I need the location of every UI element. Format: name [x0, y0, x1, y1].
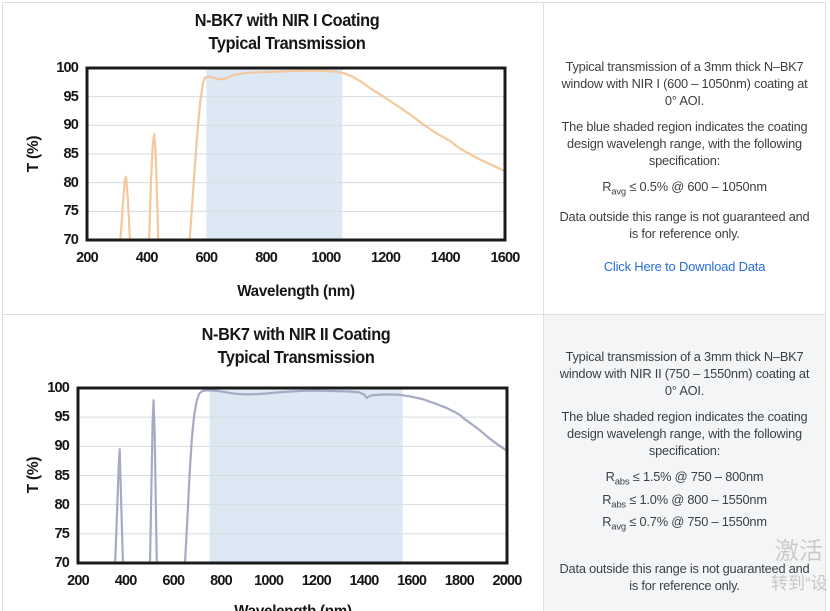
description-paragraph: The blue shaded region indicates the coa… — [561, 119, 808, 168]
plot-frame — [76, 386, 509, 565]
description-paragraph: The blue shaded region indicates the coa… — [561, 409, 808, 458]
x-tick-label: 600 — [195, 250, 219, 266]
x-tick-label: 1200 — [301, 573, 332, 589]
y-tick-label: 80 — [54, 496, 69, 513]
y-axis-label: T (%) — [25, 135, 42, 173]
transmission-curve — [114, 389, 507, 563]
x-tick-label: 1200 — [371, 250, 401, 266]
spec-line: Ravg ≤ 0.7% @ 750 – 1550nm — [602, 514, 767, 533]
description-paragraph: Typical transmission of a 3mm thick N–BK… — [559, 349, 810, 398]
x-tick-label: 1600 — [397, 573, 427, 589]
x-tick-label: 400 — [114, 573, 138, 589]
y-tick-label: 95 — [63, 88, 78, 105]
x-tick-label: 1000 — [311, 250, 341, 266]
x-axis-label: Wavelength (nm) — [234, 603, 352, 611]
border-left — [2, 2, 3, 611]
x-tick-label: 1400 — [430, 250, 461, 266]
plot-frame — [85, 66, 507, 242]
y-axis-label: T (%) — [25, 456, 42, 494]
chart-subtitle: Typical Transmission — [217, 347, 375, 367]
y-tick-label: 95 — [54, 409, 69, 426]
x-tick-label: 200 — [76, 250, 99, 266]
x-tick-label: 1000 — [254, 573, 284, 589]
description-paragraph: Data outside this range is not guarantee… — [559, 560, 810, 593]
x-tick-label: 1800 — [444, 573, 475, 589]
spec-block: Rabs ≤ 1.5% @ 750 – 800nm Rabs ≤ 1.0% @ … — [554, 468, 815, 536]
transmission-curve — [119, 69, 505, 240]
plot-area — [76, 386, 509, 565]
y-tick-label: 85 — [54, 467, 69, 484]
spec-line: Rabs ≤ 1.5% @ 750 – 800nm — [605, 469, 764, 488]
nir2-chart-section: N-BK7 with NIR II Coating Typical Transm… — [3, 315, 543, 611]
x-tick-label: 600 — [162, 573, 185, 589]
y-tick-label: 100 — [47, 380, 70, 396]
x-tick-label: 400 — [135, 250, 159, 266]
nir1-chart-section: N-BK7 with NIR I Coating Typical Transmi… — [3, 3, 543, 314]
x-tick-label: 1400 — [349, 573, 379, 589]
x-axis-label: Wavelength (nm) — [237, 283, 355, 300]
border-top — [2, 2, 826, 3]
x-tick-label: 800 — [210, 573, 233, 589]
x-tick-label: 200 — [67, 573, 90, 589]
spec-block: Ravg ≤ 0.5% @ 600 – 1050nm — [554, 178, 815, 201]
chart-title: N-BK7 with NIR I Coating — [194, 10, 380, 30]
download-data-link[interactable]: Click Here to Download Data — [603, 258, 766, 274]
y-tick-label: 85 — [63, 146, 78, 162]
divider-vertical — [543, 2, 544, 611]
x-tick-label: 2000 — [492, 573, 522, 589]
chart-title: N-BK7 with NIR II Coating — [201, 324, 391, 344]
y-tick-label: 100 — [56, 60, 79, 76]
chart-subtitle: Typical Transmission — [208, 33, 366, 53]
plot-area — [85, 66, 507, 242]
y-tick-label: 75 — [63, 203, 78, 220]
nir2-description-panel: Typical transmission of a 3mm thick N–BK… — [544, 315, 825, 611]
y-tick-label: 90 — [54, 438, 69, 455]
x-tick-label: 1600 — [490, 250, 520, 266]
y-tick-label: 90 — [63, 117, 78, 134]
divider-horizontal — [2, 314, 826, 315]
border-right — [825, 2, 826, 611]
y-tick-label: 75 — [54, 525, 69, 542]
y-tick-label: 70 — [63, 232, 78, 248]
spec-line: Ravg ≤ 0.5% @ 600 – 1050nm — [602, 179, 767, 198]
x-tick-label: 800 — [255, 250, 278, 266]
description-paragraph: Data outside this range is not guarantee… — [559, 208, 810, 241]
spec-line: Rabs ≤ 1.0% @ 800 – 1550nm — [602, 491, 767, 511]
description-paragraph: Typical transmission of a 3mm thick N–BK… — [561, 59, 808, 108]
y-tick-label: 80 — [63, 174, 78, 191]
nir1-description-panel: Typical transmission of a 3mm thick N–BK… — [544, 3, 825, 314]
y-tick-label: 70 — [54, 555, 69, 571]
